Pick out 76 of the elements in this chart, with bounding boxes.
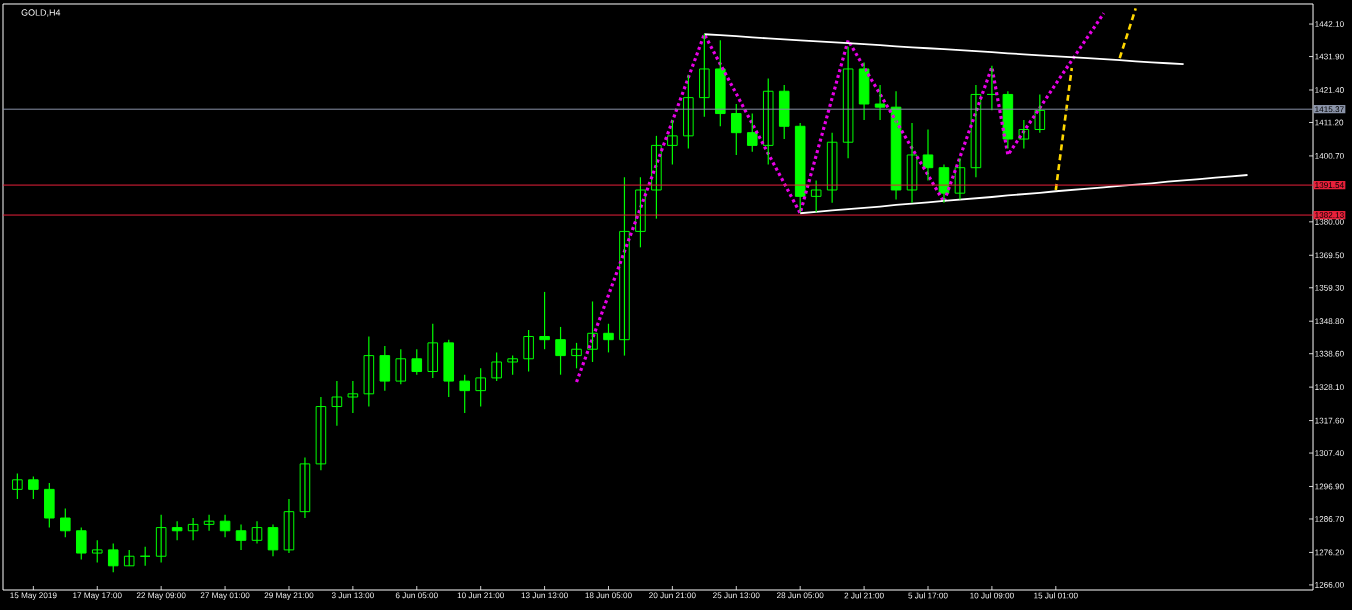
y-tick-label: 1442.10 [1315, 21, 1344, 27]
candlestick [155, 514, 167, 564]
candlestick [874, 84, 886, 121]
y-tick-label: 1348.80 [1315, 318, 1344, 325]
x-tick-label: 15 May 2019 [10, 592, 57, 600]
candlestick [603, 323, 614, 354]
candlestick [28, 476, 39, 500]
x-tick-label: 13 Jun 13:00 [521, 592, 568, 599]
x-tick-label: 10 Jul 09:00 [970, 592, 1014, 599]
candlestick [523, 329, 534, 373]
candlestick [363, 335, 375, 408]
y-tick-label: 1338.60 [1315, 350, 1344, 357]
candlestick [459, 374, 470, 414]
x-tick-label: 10 Jun 21:00 [457, 592, 504, 599]
x-tick-label: 29 May 21:00 [264, 592, 314, 600]
y-tick-label: 1421.40 [1315, 87, 1344, 93]
candlestick [443, 339, 455, 398]
candlestick [699, 33, 710, 118]
candlestick [507, 355, 518, 376]
candlestick [762, 77, 774, 166]
candlestick [411, 348, 423, 376]
candlestick [619, 176, 630, 357]
candlestick [730, 103, 742, 156]
x-tick-label: 2 Jul 21:00 [844, 592, 884, 599]
x-tick-label: 5 Jul 17:00 [908, 592, 948, 599]
candlestick [427, 323, 439, 379]
candlestick [139, 546, 151, 567]
candlestick [395, 348, 407, 385]
candlestick [60, 507, 71, 538]
y-tick-label: 1276.20 [1315, 549, 1344, 556]
candlestick [986, 65, 998, 111]
candlestick [555, 326, 566, 376]
x-tick-label: 3 Jun 13:00 [331, 592, 374, 599]
candlestick [746, 112, 758, 153]
candlestick [571, 342, 582, 369]
y-tick-label: 1307.40 [1315, 450, 1344, 456]
candlestick [539, 291, 550, 350]
candlestick [347, 380, 359, 414]
y-tick-label: 1328.10 [1315, 384, 1344, 391]
candlestick [491, 351, 502, 382]
candlestick [475, 367, 486, 408]
candlestick [75, 526, 87, 561]
x-tick-label: 20 Jun 21:00 [649, 592, 696, 599]
candlestick [44, 482, 55, 529]
candlestick [379, 345, 391, 392]
y-tick-label: 1317.60 [1315, 417, 1344, 424]
candlestick [715, 39, 726, 127]
x-tick-label: 6 Jun 05:00 [395, 592, 438, 599]
x-tick-label: 25 Jun 13:00 [713, 592, 760, 599]
x-tick-label: 15 Jul 01:00 [1034, 592, 1078, 599]
candlestick [683, 74, 694, 150]
y-tick-label: 1380.00 [1315, 218, 1344, 225]
candlestick [12, 472, 23, 500]
y-tick-label: 1431.90 [1315, 53, 1344, 60]
candlestick [667, 119, 678, 166]
text: GOLD,H4 [21, 9, 61, 17]
y-tick-label: 1400.70 [1315, 153, 1344, 159]
x-tick-label: 27 May 01:00 [200, 592, 250, 600]
candlestick [778, 84, 790, 140]
candlestick [91, 539, 103, 564]
candlestick [810, 179, 822, 213]
y-tick-label: 1359.30 [1315, 284, 1344, 291]
x-tick-label: 22 May 09:00 [136, 592, 186, 600]
candlestick [794, 122, 806, 213]
y-tick-label: 1369.50 [1315, 252, 1344, 259]
y-tick-label: 1286.70 [1315, 516, 1344, 522]
ref-line-label: 1391.54 [1315, 182, 1344, 188]
y-tick-label: 1411.20 [1315, 119, 1344, 126]
ref-line-label: 1415.37 [1315, 106, 1344, 113]
y-tick-label: 1296.90 [1315, 483, 1344, 490]
ref-line-label: 1382.13 [1315, 212, 1344, 218]
y-tick-label: 1266.00 [1315, 582, 1344, 588]
x-tick-label: 17 May 17:00 [73, 592, 122, 600]
x-tick-label: 18 Jun 05:00 [585, 592, 632, 599]
candlestick [107, 542, 119, 573]
x-tick-label: 28 Jun 05:00 [776, 592, 824, 599]
